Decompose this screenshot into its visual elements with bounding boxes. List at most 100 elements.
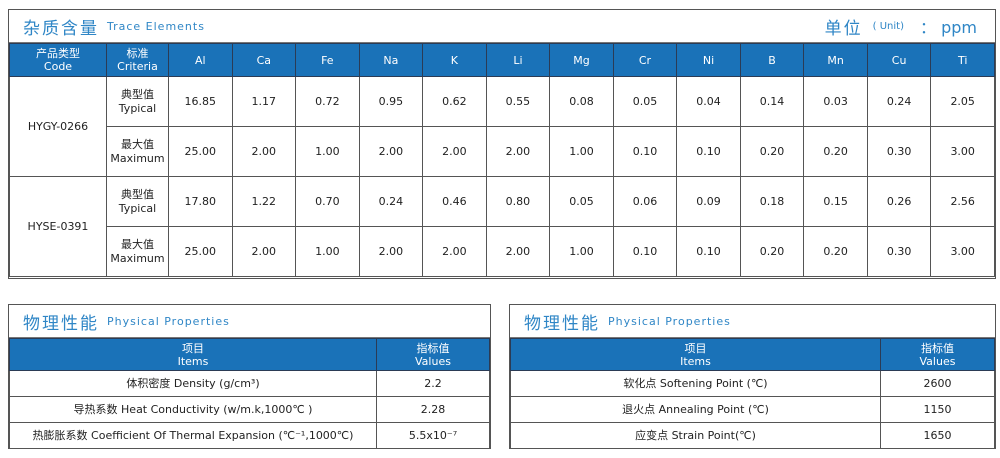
property-name: 应变点 Strain Point(℃) <box>510 422 881 449</box>
physical-properties-table: 项目 Items 指标值 Values 体积密度 Density (g/cm³) 2.2 导… <box>9 338 490 449</box>
unit-value: ： ppm <box>920 18 977 37</box>
value-cell-cu: 0.26 <box>866 176 932 227</box>
value-cell-ti: 3.00 <box>930 126 995 177</box>
value-cell-ca: 1.17 <box>231 76 297 127</box>
table-header-row: 项目 Items 指标值 Values <box>510 338 995 371</box>
value-cell-ni: 0.04 <box>676 76 741 127</box>
physical-properties-right-panel: 物理性能 Physical Properties 项目 Items 指标值 Value… <box>509 304 996 449</box>
criteria-cell: 最大值 Maximum <box>106 126 169 177</box>
value-cell-li: 0.80 <box>485 176 551 227</box>
header-items-cn: 项目 <box>684 341 707 355</box>
value-cell-ti: 2.05 <box>930 76 995 127</box>
header-items-en: Items <box>177 354 209 368</box>
criteria-cell: 典型值 Typical <box>106 176 169 227</box>
value-cell-cu: 0.30 <box>866 126 932 177</box>
criteria-cn: 最大值 <box>121 237 154 251</box>
unit-label: 单位 ( Unit) ： ppm <box>825 14 977 39</box>
value-cell-ni: 0.09 <box>676 176 741 227</box>
property-value: 5.5x10⁻⁷ <box>376 422 490 449</box>
header-element-ti: Ti <box>930 43 995 77</box>
value-cell-fe: 1.00 <box>295 126 360 177</box>
value-cell-fe: 1.00 <box>295 226 360 277</box>
header-element-cu: Cu <box>866 43 932 77</box>
header-items: 项目 Items <box>9 338 377 371</box>
table-row: 导热系数 Heat Conductivity (w/m.k,1000℃ ) 2.2… <box>9 396 490 423</box>
criteria-cn: 典型值 <box>121 187 154 201</box>
value-cell-cr: 0.05 <box>612 76 678 127</box>
table-row: HYGY-0266 典型值 Typical 16.85 1.17 0.72 0.95 0.62… <box>9 76 995 177</box>
header-code-en: Code <box>43 60 73 73</box>
product-code: HYSE-0391 <box>9 176 107 277</box>
table-row: 软化点 Softening Point (℃) 2600 <box>510 370 995 397</box>
value-cell-li: 0.55 <box>485 76 551 127</box>
value-cell-mn: 0.20 <box>803 226 868 277</box>
header-element-li: Li <box>485 43 551 77</box>
title-en: Physical Properties <box>107 314 230 328</box>
table-header: 项目 Items 指标值 Values <box>510 338 995 371</box>
criteria-en: Typical <box>118 201 157 215</box>
property-value: 2600 <box>880 370 995 397</box>
trace-elements-title: 杂质含量 Trace Elements 单位 ( Unit) ： ppm <box>9 10 995 43</box>
value-cell-cu: 0.24 <box>866 76 932 127</box>
table-body: 体积密度 Density (g/cm³) 2.2 导热系数 Heat Conduct… <box>9 370 490 449</box>
title-cn: 杂质含量 <box>23 18 99 39</box>
header-element-cr: Cr <box>612 43 678 77</box>
property-name: 导热系数 Heat Conductivity (w/m.k,1000℃ ) <box>9 396 377 423</box>
table-row: 最大值 Maximum 25.00 2.00 1.00 2.00 2.00 2.00 1.00 0… <box>10 126 995 177</box>
property-name: 软化点 Softening Point (℃) <box>510 370 881 397</box>
value-cell-cu: 0.30 <box>866 226 932 277</box>
header-element-b: B <box>739 43 805 77</box>
trace-elements-panel: 杂质含量 Trace Elements 单位 ( Unit) ： ppm 产品类… <box>8 9 996 279</box>
table-header: 项目 Items 指标值 Values <box>9 338 490 371</box>
value-cell-ti: 3.00 <box>930 226 995 277</box>
header-values-cn: 指标值 <box>416 341 450 355</box>
physical-properties-title: 物理性能 Physical Properties <box>510 305 995 338</box>
unit-cn: 单位 <box>824 18 863 39</box>
property-value: 2.28 <box>376 396 490 423</box>
header-code-cn: 产品类型 <box>36 47 80 60</box>
value-cell-al: 25.00 <box>168 226 233 277</box>
criteria-en: Maximum <box>110 151 165 165</box>
property-value: 1650 <box>880 422 995 449</box>
header-element-k: K <box>422 43 487 77</box>
value-cell-cr: 0.06 <box>612 176 678 227</box>
header-element-ca: Ca <box>231 43 297 77</box>
value-cell-fe: 0.72 <box>295 76 360 127</box>
title-cn: 物理性能 <box>23 313 99 334</box>
criteria-en: Typical <box>118 101 157 115</box>
value-cell-li: 2.00 <box>485 226 551 277</box>
value-cell-fe: 0.70 <box>295 176 360 227</box>
value-cell-cr: 0.10 <box>612 226 678 277</box>
table-row: 退火点 Annealing Point (℃) 1150 <box>510 396 995 423</box>
table-header-row: 产品类型 Code 标准 Criteria Al Ca Fe Na K Li Mg Cr Ni B Mn… <box>9 43 995 77</box>
header-items: 项目 Items <box>510 338 881 371</box>
header-values-en: Values <box>415 354 451 368</box>
title-en: Trace Elements <box>107 19 205 33</box>
table-row: 热膨胀系数 Coefficient Of Thermal Expansion (… <box>9 422 490 449</box>
title-en: Physical Properties <box>608 314 731 328</box>
header-element-al: Al <box>168 43 233 77</box>
value-cell-mn: 0.15 <box>803 176 868 227</box>
table-row: 应变点 Strain Point(℃) 1650 <box>510 422 995 449</box>
property-name: 体积密度 Density (g/cm³) <box>9 370 377 397</box>
value-cell-na: 0.95 <box>358 76 424 127</box>
title-cn: 物理性能 <box>524 313 600 334</box>
value-cell-mg: 0.08 <box>549 76 614 127</box>
value-cell-ca: 1.22 <box>231 176 297 227</box>
table-row: 体积密度 Density (g/cm³) 2.2 <box>9 370 490 397</box>
header-element-mn: Mn <box>803 43 868 77</box>
value-cell-al: 25.00 <box>168 126 233 177</box>
header-criteria-cn: 标准 <box>126 47 149 60</box>
physical-properties-table: 项目 Items 指标值 Values 软化点 Softening Point (℃) 2… <box>510 338 995 449</box>
header-element-fe: Fe <box>295 43 360 77</box>
value-cell-mn: 0.03 <box>803 76 868 127</box>
header-element-ni: Ni <box>676 43 741 77</box>
table-row: HYSE-0391 典型值 Typical 17.80 1.22 0.70 0.24 0.46… <box>9 176 995 277</box>
value-cell-k: 2.00 <box>422 226 487 277</box>
value-cell-al: 17.80 <box>168 176 233 227</box>
header-criteria-en: Criteria <box>117 60 158 73</box>
header-element-mg: Mg <box>549 43 614 77</box>
header-items-en: Items <box>680 354 711 368</box>
physical-properties-title: 物理性能 Physical Properties <box>9 305 490 338</box>
property-value: 1150 <box>880 396 995 423</box>
